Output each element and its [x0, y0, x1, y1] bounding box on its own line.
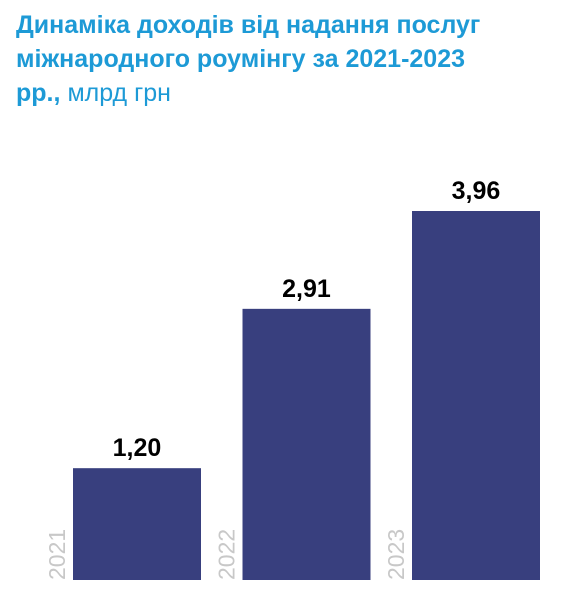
- chart-header: Динаміка доходів від надання послуг міжн…: [16, 8, 556, 110]
- bar: [73, 468, 201, 580]
- value-label: 2,91: [282, 275, 331, 303]
- chart-unit: млрд грн: [67, 79, 171, 107]
- x-tick-label: 2022: [214, 529, 240, 580]
- value-label: 3,96: [452, 177, 501, 205]
- x-tick-label: 2023: [383, 529, 409, 580]
- value-label: 1,20: [113, 434, 162, 462]
- x-tick-label: 2021: [44, 529, 70, 580]
- bar: [242, 308, 371, 580]
- bar: [412, 211, 540, 580]
- chart-title: Динаміка доходів від надання послуг міжн…: [16, 11, 481, 107]
